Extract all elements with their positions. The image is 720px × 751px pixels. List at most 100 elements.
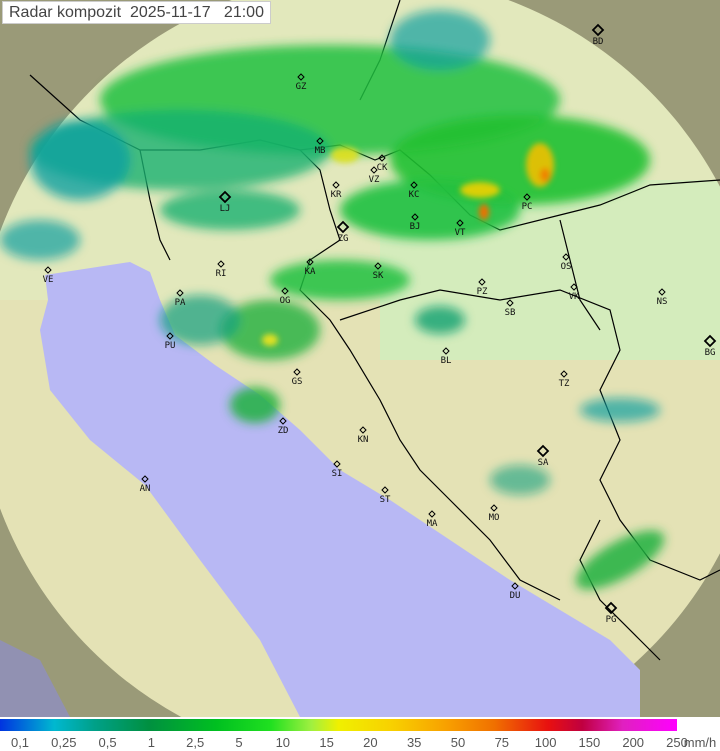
city-bg[interactable]: BG bbox=[703, 334, 717, 358]
adriatic-sea bbox=[40, 262, 640, 717]
city-marker-icon bbox=[506, 299, 514, 307]
city-label: BD bbox=[593, 37, 604, 47]
city-an[interactable]: AN bbox=[140, 475, 151, 494]
city-si[interactable]: SI bbox=[332, 460, 343, 479]
city-marker-icon bbox=[217, 260, 225, 268]
city-kr[interactable]: KR bbox=[331, 181, 342, 200]
city-marker-icon bbox=[604, 601, 618, 615]
city-sk[interactable]: SK bbox=[373, 262, 384, 281]
precipitation-legend-bar bbox=[0, 719, 677, 731]
city-label: VT bbox=[455, 228, 466, 238]
city-pz[interactable]: PZ bbox=[477, 278, 488, 297]
city-bj[interactable]: BJ bbox=[410, 213, 421, 232]
city-label: PU bbox=[165, 341, 176, 351]
city-label: TZ bbox=[559, 379, 570, 389]
legend-label: 50 bbox=[450, 735, 466, 750]
city-ma[interactable]: MA bbox=[427, 510, 438, 529]
city-label: PZ bbox=[477, 287, 488, 297]
city-label: SA bbox=[538, 458, 549, 468]
city-ri[interactable]: RI bbox=[216, 260, 227, 279]
city-vt[interactable]: VT bbox=[455, 219, 466, 238]
city-zd[interactable]: ZD bbox=[278, 417, 289, 436]
legend-unit: mm/h bbox=[683, 735, 717, 750]
city-pu[interactable]: PU bbox=[165, 332, 176, 351]
city-pc[interactable]: PC bbox=[522, 193, 533, 212]
city-og[interactable]: OG bbox=[280, 287, 291, 306]
city-label: DU bbox=[510, 591, 521, 601]
city-sa[interactable]: SA bbox=[536, 444, 550, 468]
map-title: Radar kompozit 2025-11-17 21:00 bbox=[2, 1, 271, 24]
city-gz[interactable]: GZ bbox=[296, 73, 307, 92]
city-marker-icon bbox=[570, 283, 578, 291]
city-marker-icon bbox=[511, 582, 519, 590]
city-ns[interactable]: NS bbox=[657, 288, 668, 307]
city-label: MA bbox=[427, 519, 438, 529]
city-label: BJ bbox=[410, 222, 421, 232]
city-label: SB bbox=[505, 308, 516, 318]
city-bd[interactable]: BD bbox=[591, 23, 605, 47]
city-gs[interactable]: GS bbox=[292, 368, 303, 387]
city-sb[interactable]: SB bbox=[505, 299, 516, 318]
city-marker-icon bbox=[410, 181, 418, 189]
city-marker-icon bbox=[703, 334, 717, 348]
legend-label: 2,5 bbox=[186, 735, 205, 750]
city-label: VZ bbox=[369, 175, 380, 185]
city-label: KN bbox=[358, 435, 369, 445]
city-label: SI bbox=[332, 469, 343, 479]
legend-label: 5 bbox=[235, 735, 243, 750]
city-ve[interactable]: VE bbox=[43, 266, 54, 285]
city-marker-icon bbox=[44, 266, 52, 274]
city-marker-icon bbox=[378, 154, 386, 162]
city-kn[interactable]: KN bbox=[358, 426, 369, 445]
city-vz[interactable]: VZ bbox=[369, 166, 380, 185]
city-marker-icon bbox=[336, 220, 350, 234]
city-marker-icon bbox=[658, 288, 666, 296]
city-marker-icon bbox=[381, 486, 389, 494]
city-ck[interactable]: CK bbox=[377, 154, 388, 173]
city-label: BG bbox=[705, 348, 716, 358]
city-marker-icon bbox=[523, 193, 531, 201]
city-label: ST bbox=[380, 495, 391, 505]
city-label: KC bbox=[409, 190, 420, 200]
city-lj[interactable]: LJ bbox=[218, 190, 232, 214]
city-pg[interactable]: PG bbox=[604, 601, 618, 625]
city-marker-icon bbox=[428, 510, 436, 518]
legend-label: 250 bbox=[666, 735, 688, 750]
city-label: ZD bbox=[278, 426, 289, 436]
city-label: NS bbox=[657, 297, 668, 307]
city-pa[interactable]: PA bbox=[175, 289, 186, 308]
city-label: BL bbox=[441, 356, 452, 366]
legend-label: 35 bbox=[406, 735, 422, 750]
radar-map[interactable]: GZ BD MB CK VZ KR KC LJ PC BJ VT ZG OS KA SK VE RI PZ VK SB… bbox=[0, 0, 720, 717]
city-marker-icon bbox=[442, 347, 450, 355]
city-marker-icon bbox=[536, 444, 550, 458]
city-label: PG bbox=[606, 615, 617, 625]
city-label: PA bbox=[175, 298, 186, 308]
city-mb[interactable]: MB bbox=[315, 137, 326, 156]
city-marker-icon bbox=[411, 213, 419, 221]
city-marker-icon bbox=[176, 289, 184, 297]
city-du[interactable]: DU bbox=[510, 582, 521, 601]
legend-label: 15 bbox=[319, 735, 334, 750]
legend-label: 150 bbox=[578, 735, 601, 750]
city-zg[interactable]: ZG bbox=[336, 220, 350, 244]
legend-label: 0,5 bbox=[98, 735, 117, 750]
city-vk[interactable]: VK bbox=[569, 283, 580, 302]
city-marker-icon bbox=[374, 262, 382, 270]
city-mo[interactable]: MO bbox=[489, 504, 500, 523]
city-marker-icon bbox=[456, 219, 464, 227]
radar-echoes bbox=[0, 10, 665, 590]
city-os[interactable]: OS bbox=[561, 253, 572, 272]
city-tz[interactable]: TZ bbox=[559, 370, 570, 389]
city-kc[interactable]: KC bbox=[409, 181, 420, 200]
city-marker-icon bbox=[166, 332, 174, 340]
city-label: KR bbox=[331, 190, 342, 200]
city-label: KA bbox=[305, 267, 316, 277]
city-label: VK bbox=[569, 292, 580, 302]
city-marker-icon bbox=[370, 166, 378, 174]
city-ka[interactable]: KA bbox=[305, 258, 316, 277]
legend-label: 0,1 bbox=[10, 735, 30, 750]
city-bl[interactable]: BL bbox=[441, 347, 452, 366]
city-st[interactable]: ST bbox=[380, 486, 391, 505]
legend-label: 10 bbox=[275, 735, 291, 750]
